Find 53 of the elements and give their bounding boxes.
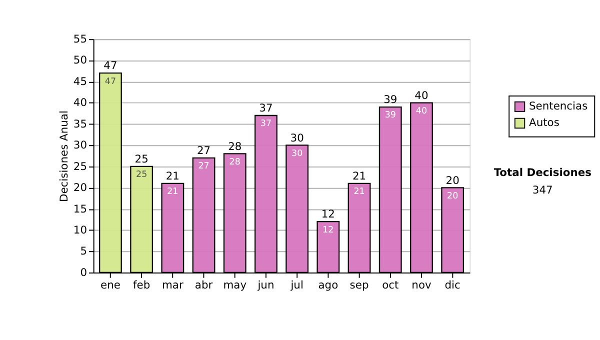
data-label: 21 (167, 187, 178, 198)
x-tick-label: nov (412, 278, 432, 292)
y-tick-label: 0 (80, 266, 88, 279)
legend-label: Autos (529, 116, 560, 130)
data-label: 25 (136, 170, 148, 180)
total-label: 39 (384, 93, 398, 106)
total-label: 30 (290, 131, 304, 144)
x-tick-label: jul (290, 278, 304, 292)
data-label: 27 (198, 162, 210, 172)
x-tick-label: jun (256, 278, 274, 292)
x-tick-label: feb (133, 278, 150, 292)
y-axis-title: Decisiones Anual (58, 110, 71, 202)
y-tick-label: 50 (73, 54, 88, 67)
total-label: 27 (196, 144, 211, 158)
y-tick-label: 10 (73, 223, 88, 236)
y-tick-label: 20 (73, 181, 88, 194)
data-label: 40 (416, 106, 428, 116)
data-label: 37 (260, 119, 272, 130)
data-label: 21 (354, 187, 365, 198)
data-label: 39 (384, 110, 396, 121)
y-tick-label: 30 (73, 138, 88, 152)
total-label: 28 (228, 140, 242, 153)
x-tick-label: ago (318, 278, 338, 292)
x-tick-label: abr (194, 278, 214, 292)
x-tick-label: may (223, 278, 247, 292)
y-tick-label: 35 (73, 117, 88, 130)
data-label: 20 (447, 191, 458, 202)
data-label: 47 (104, 76, 116, 87)
text: 347 (532, 184, 553, 197)
total-label: 20 (446, 174, 460, 187)
x-tick-label: oct (382, 278, 399, 292)
y-tick-label: 15 (73, 202, 88, 216)
y-tick-label: 5 (80, 244, 88, 258)
y-tick-label: 45 (73, 74, 88, 88)
total-label: 40 (414, 88, 428, 102)
total-label: 47 (104, 59, 118, 72)
x-tick-label: ene (100, 278, 120, 292)
data-label: 30 (292, 148, 303, 159)
y-tick-label: 40 (73, 96, 88, 110)
total-label: 37 (259, 102, 273, 115)
total-label: 21 (352, 170, 366, 183)
total-label: 12 (321, 208, 335, 221)
data-label: 28 (229, 157, 240, 168)
y-tick-label: 25 (73, 160, 88, 173)
data-label: 12 (322, 225, 334, 236)
y-tick-label: 55 (73, 32, 88, 46)
total-label: 21 (166, 170, 180, 183)
total-label: 25 (134, 152, 148, 166)
x-tick-label: dic (444, 278, 461, 292)
text: Total Decisiones (494, 166, 592, 180)
legend-label: Sentencias (529, 100, 588, 113)
x-tick-label: sep (350, 278, 369, 292)
x-tick-label: mar (162, 278, 184, 292)
